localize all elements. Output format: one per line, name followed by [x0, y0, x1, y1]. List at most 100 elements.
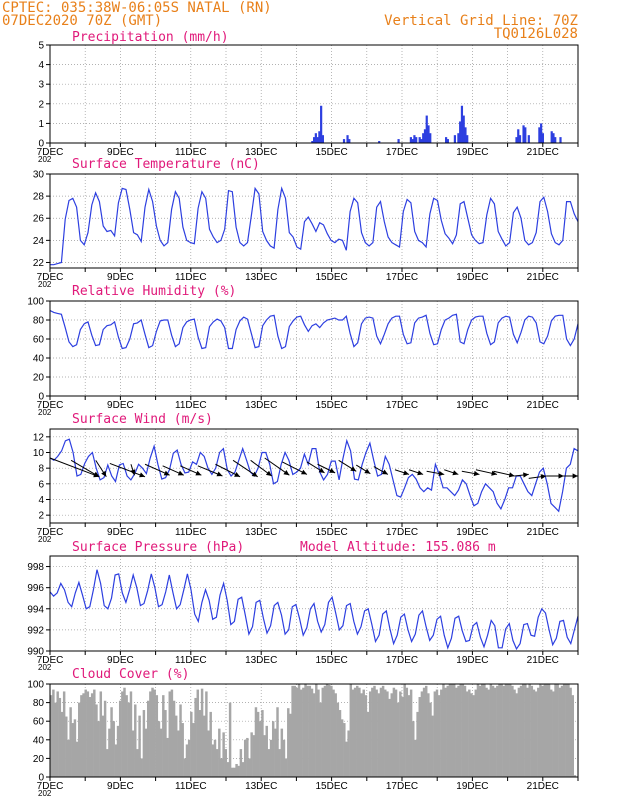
humidity-title: Relative Humidity (%) — [72, 284, 236, 299]
cloud-cover-bar — [220, 758, 223, 777]
cloud-cover-bar — [558, 687, 562, 777]
cloud-cover-bar — [153, 689, 156, 777]
wind-arrow-head — [350, 466, 357, 472]
cloud-cover-bar — [271, 721, 275, 777]
cloud-cover-bar — [203, 715, 206, 777]
cloud-cover-bar — [267, 749, 271, 777]
wind-series-line — [49, 438, 579, 513]
cloud-cover-bar — [108, 728, 111, 777]
cloud-cover-bar — [166, 737, 169, 777]
cloud-cover-bar — [265, 725, 268, 777]
wind-vector-arrow — [109, 462, 146, 478]
cloud-cover-bar — [526, 687, 529, 777]
cloud-cover-bar — [366, 711, 370, 777]
cloud-cover-bar — [496, 685, 499, 777]
cloud-cover-bar — [52, 689, 55, 777]
y-tick-label: 992 — [27, 625, 44, 636]
cloud-cover-bar — [545, 684, 549, 777]
x-tick-label: 21DEC — [527, 527, 559, 538]
wind-arrow-head — [251, 471, 258, 477]
precip-bar — [464, 127, 467, 143]
precip-bar — [316, 137, 319, 143]
precip-bar — [522, 125, 525, 143]
wind-arrow-head — [403, 470, 409, 476]
cloud-cover-bar — [474, 689, 478, 777]
x-tick-label: 9DEC — [107, 147, 134, 158]
cloud-cover-bar — [524, 684, 527, 777]
x-tick-label: 15DEC — [315, 400, 347, 411]
cloud-cover-bar — [125, 695, 128, 777]
wind-vector-arrow — [49, 457, 100, 478]
cloud-cover-bar — [407, 695, 411, 777]
x-tick-label: 11DEC — [175, 781, 207, 792]
cloud-cover-bar — [287, 708, 290, 777]
cloud-cover-bar — [80, 695, 83, 777]
x-tick-label: 15DEC — [315, 527, 347, 538]
cloud-cover-bar — [224, 749, 228, 777]
x-tick-label: 9DEC — [107, 655, 134, 666]
precip-bar — [541, 133, 544, 143]
cloud-cover-bar — [435, 689, 439, 777]
cloud-cover-bar — [95, 704, 98, 777]
precip-bar — [554, 137, 557, 143]
cloud-cover-bar — [71, 723, 75, 777]
precip-bar — [446, 139, 449, 143]
cloud-cover-bar — [422, 687, 426, 777]
cloud-cover-bar — [231, 767, 234, 777]
cloud-cover-panel: Cloud Cover (%) 0 20 40 60 80 100 7DEC 9DEC 11DE… — [27, 667, 579, 798]
cloud-cover-bar — [280, 728, 284, 777]
cloud-cover-bar — [168, 691, 171, 777]
x-tick-label: 21DEC — [527, 272, 559, 283]
cloud-cover-bar — [297, 684, 301, 777]
cloud-cover-bar — [299, 689, 303, 777]
precip-bar — [552, 133, 555, 143]
x-tick-label: 7DEC — [37, 147, 64, 158]
cloud-cover-bar — [78, 702, 81, 777]
x-tick-label: 17DEC — [386, 147, 418, 158]
cloud-cover-bar — [75, 741, 79, 777]
cloud-cover-bar — [215, 749, 219, 777]
cloud-cover-bar — [328, 684, 331, 777]
y-tick-label: 26 — [33, 214, 45, 225]
precip-bar — [457, 133, 460, 143]
cloud-cover-bar — [170, 689, 174, 777]
y-tick-label: 4 — [38, 60, 44, 71]
y-tick-label: 20 — [33, 373, 45, 384]
cloud-cover-bar — [368, 691, 372, 777]
cloud-cover-bar — [239, 749, 243, 777]
cloud-cover-bar — [450, 684, 454, 777]
x-tick-label: 21DEC — [527, 400, 559, 411]
x-tick-label: 11DEC — [175, 527, 207, 538]
cloud-cover-bar — [250, 732, 253, 777]
wind-title: Surface Wind (m/s) — [72, 412, 213, 427]
cloud-cover-bar — [562, 684, 566, 777]
cloud-cover-bar — [243, 739, 247, 777]
cloud-cover-bar — [401, 697, 404, 777]
cloud-cover-bar — [209, 711, 212, 777]
x-tick-label: 11DEC — [175, 272, 207, 283]
cloud-cover-bar — [420, 691, 424, 777]
cloud-cover-bar — [362, 689, 365, 777]
precip-bar — [559, 137, 562, 143]
cloud-cover-bar — [302, 687, 305, 777]
cloud-cover-bar — [437, 695, 441, 777]
cloud-cover-bar — [549, 689, 553, 777]
cloud-cover-bar — [306, 685, 309, 777]
y-tick-label: 5 — [38, 41, 44, 52]
x-year-fragment: 202 — [38, 789, 52, 798]
cloud-cover-bar — [246, 737, 249, 777]
y-tick-label: 20 — [33, 754, 45, 765]
precip-bar — [342, 139, 346, 143]
cloud-cover-bar — [205, 691, 208, 777]
y-tick-label: 80 — [33, 316, 45, 327]
cloud-cover-bar — [121, 691, 124, 777]
header-grid-note: Vertical Grid Line: 70Z — [384, 13, 578, 29]
y-tick-label: 60 — [33, 335, 45, 346]
y-tick-label: 0 — [38, 139, 44, 150]
cloud-cover-bar — [534, 691, 538, 777]
cloud-cover-bar — [99, 691, 103, 777]
precip-bar — [466, 135, 469, 143]
cloud-cover-bar — [493, 687, 497, 777]
cloud-cover-bar — [517, 687, 521, 777]
wind-arrow-head — [381, 469, 388, 475]
